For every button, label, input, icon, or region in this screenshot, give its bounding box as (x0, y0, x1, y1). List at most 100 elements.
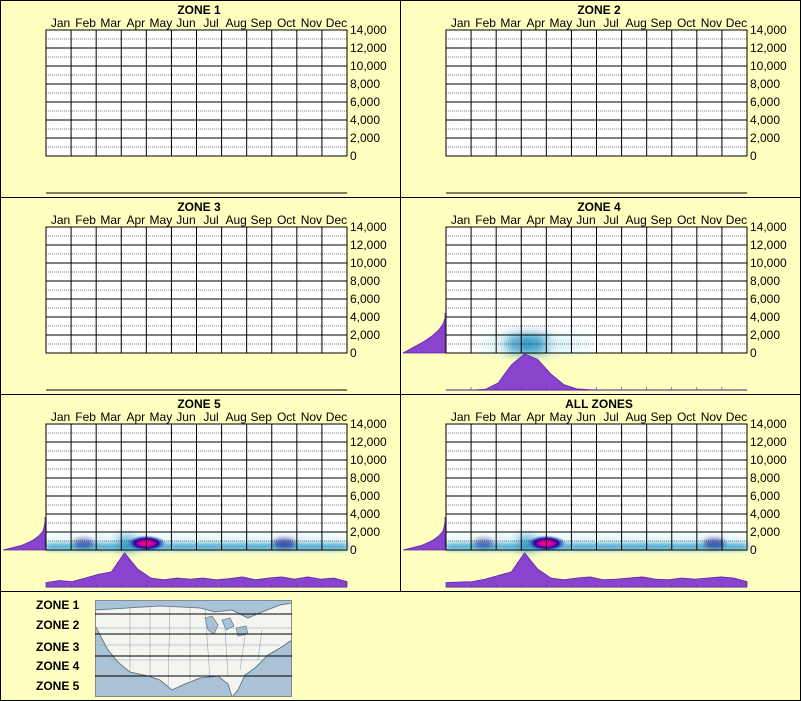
y-tick-label: 2,000 (750, 131, 780, 145)
month-label: Dec (726, 16, 747, 30)
y-tick-label: 4,000 (350, 507, 380, 521)
month-label: Jun (576, 410, 595, 424)
density-hotspot (474, 538, 494, 549)
month-label: May (150, 16, 173, 30)
month-label: Mar (500, 213, 521, 227)
y-tick-label: 12,000 (750, 41, 787, 55)
density-hotspot (73, 538, 94, 549)
month-label: Jul (203, 213, 218, 227)
y-tick-label: 8,000 (350, 77, 380, 91)
y-tick-label: 14,000 (750, 417, 787, 431)
month-label: Jan (451, 16, 470, 30)
month-label: May (550, 410, 573, 424)
month-label: Nov (301, 213, 322, 227)
month-label: Jun (176, 213, 195, 227)
state-border (204, 609, 211, 679)
y-tick-label: 8,000 (750, 77, 780, 91)
y-tick-label: 0 (750, 149, 757, 163)
month-label: May (550, 16, 573, 30)
y-tick-label: 10,000 (750, 256, 787, 270)
month-label: Sep (651, 410, 673, 424)
y-tick-label: 14,000 (350, 417, 387, 431)
month-label: Oct (677, 213, 696, 227)
month-label: Jun (576, 213, 595, 227)
y-tick-label: 0 (750, 346, 757, 360)
y-tick-label: 0 (350, 149, 357, 163)
y-tick-label: 0 (350, 543, 357, 557)
month-label: Jun (576, 16, 595, 30)
month-label: Nov (701, 410, 722, 424)
y-tick-label: 14,000 (350, 23, 387, 37)
chart-title: ZONE 4 (577, 200, 621, 214)
month-label: Jul (603, 213, 618, 227)
y-tick-label: 8,000 (750, 274, 780, 288)
zone-legend-label: ZONE 1 (36, 598, 80, 612)
density-cell (519, 335, 536, 353)
month-distribution-curve (445, 552, 748, 588)
zone-legend-label: ZONE 5 (36, 679, 80, 693)
month-distribution-curve (445, 353, 748, 391)
month-label: May (550, 213, 573, 227)
month-label: Apr (526, 410, 545, 424)
month-label: Feb (75, 410, 96, 424)
month-label: Aug (625, 213, 646, 227)
y-tick-label: 0 (350, 346, 357, 360)
plot-frame (45, 226, 348, 354)
month-label: Feb (75, 213, 96, 227)
chart-panel-2: ZONE 2 Jan Feb Mar Apr May Jun Jul Aug Sep Oct Nov D… (400, 0, 801, 198)
chart-title: ZONE 3 (177, 200, 221, 214)
month-label: Nov (301, 16, 322, 30)
month-label: Apr (526, 16, 545, 30)
united-states-zone-map (95, 600, 292, 697)
y-tick-label: 12,000 (350, 238, 387, 252)
month-label: May (150, 410, 173, 424)
chart-title: ZONE 1 (177, 3, 221, 17)
month-label: Oct (277, 410, 296, 424)
y-tick-label: 12,000 (350, 435, 387, 449)
y-tick-label: 10,000 (350, 59, 387, 73)
month-label: Aug (225, 410, 246, 424)
month-label: Jan (51, 410, 70, 424)
y-tick-label: 6,000 (750, 292, 780, 306)
month-label: Apr (526, 213, 545, 227)
chart-panel-6: ALL ZONES Jan Feb Mar Apr May Jun Jul Aug Sep Oct N… (400, 394, 801, 592)
month-label: Apr (126, 213, 145, 227)
y-tick-label: 2,000 (350, 328, 380, 342)
zone-legend-label: ZONE 2 (36, 618, 80, 632)
month-label: Dec (326, 16, 347, 30)
month-label: Feb (475, 410, 496, 424)
month-label: Aug (625, 410, 646, 424)
month-label: Mar (100, 213, 121, 227)
month-label: Sep (651, 16, 673, 30)
month-label: Jul (203, 410, 218, 424)
y-tick-label: 4,000 (350, 310, 380, 324)
month-label: Aug (225, 16, 246, 30)
month-label: Sep (251, 16, 273, 30)
chart-panel-1: ZONE 1 Jan Feb Mar Apr May Jun Jul Aug Sep Oct Nov D… (0, 0, 401, 198)
zone-legend: ZONE 1 ZONE 2 ZONE 3 ZONE 4 ZONE 5 (0, 591, 801, 701)
month-label: Aug (225, 213, 246, 227)
density-cell (569, 335, 586, 353)
y-tick-label: 8,000 (350, 471, 380, 485)
y-tick-label: 10,000 (750, 453, 787, 467)
y-tick-label: 4,000 (750, 113, 780, 127)
chart-title: ALL ZONES (565, 397, 633, 411)
y-tick-label: 10,000 (350, 453, 387, 467)
plot-frame (445, 423, 748, 551)
zone-legend-label: ZONE 3 (36, 640, 80, 654)
elevation-distribution-curve (402, 517, 446, 551)
month-label: Sep (651, 213, 673, 227)
month-label: Feb (75, 16, 96, 30)
elevation-distribution-curve (402, 312, 446, 354)
month-label: Jul (603, 410, 618, 424)
y-tick-label: 12,000 (350, 41, 387, 55)
y-tick-label: 2,000 (750, 525, 780, 539)
y-tick-label: 4,000 (750, 507, 780, 521)
month-label: Oct (677, 410, 696, 424)
zone-legend-label: ZONE 4 (36, 659, 80, 673)
state-border (224, 629, 229, 677)
month-label: Nov (701, 16, 722, 30)
y-tick-label: 6,000 (350, 292, 380, 306)
month-label: Mar (500, 410, 521, 424)
